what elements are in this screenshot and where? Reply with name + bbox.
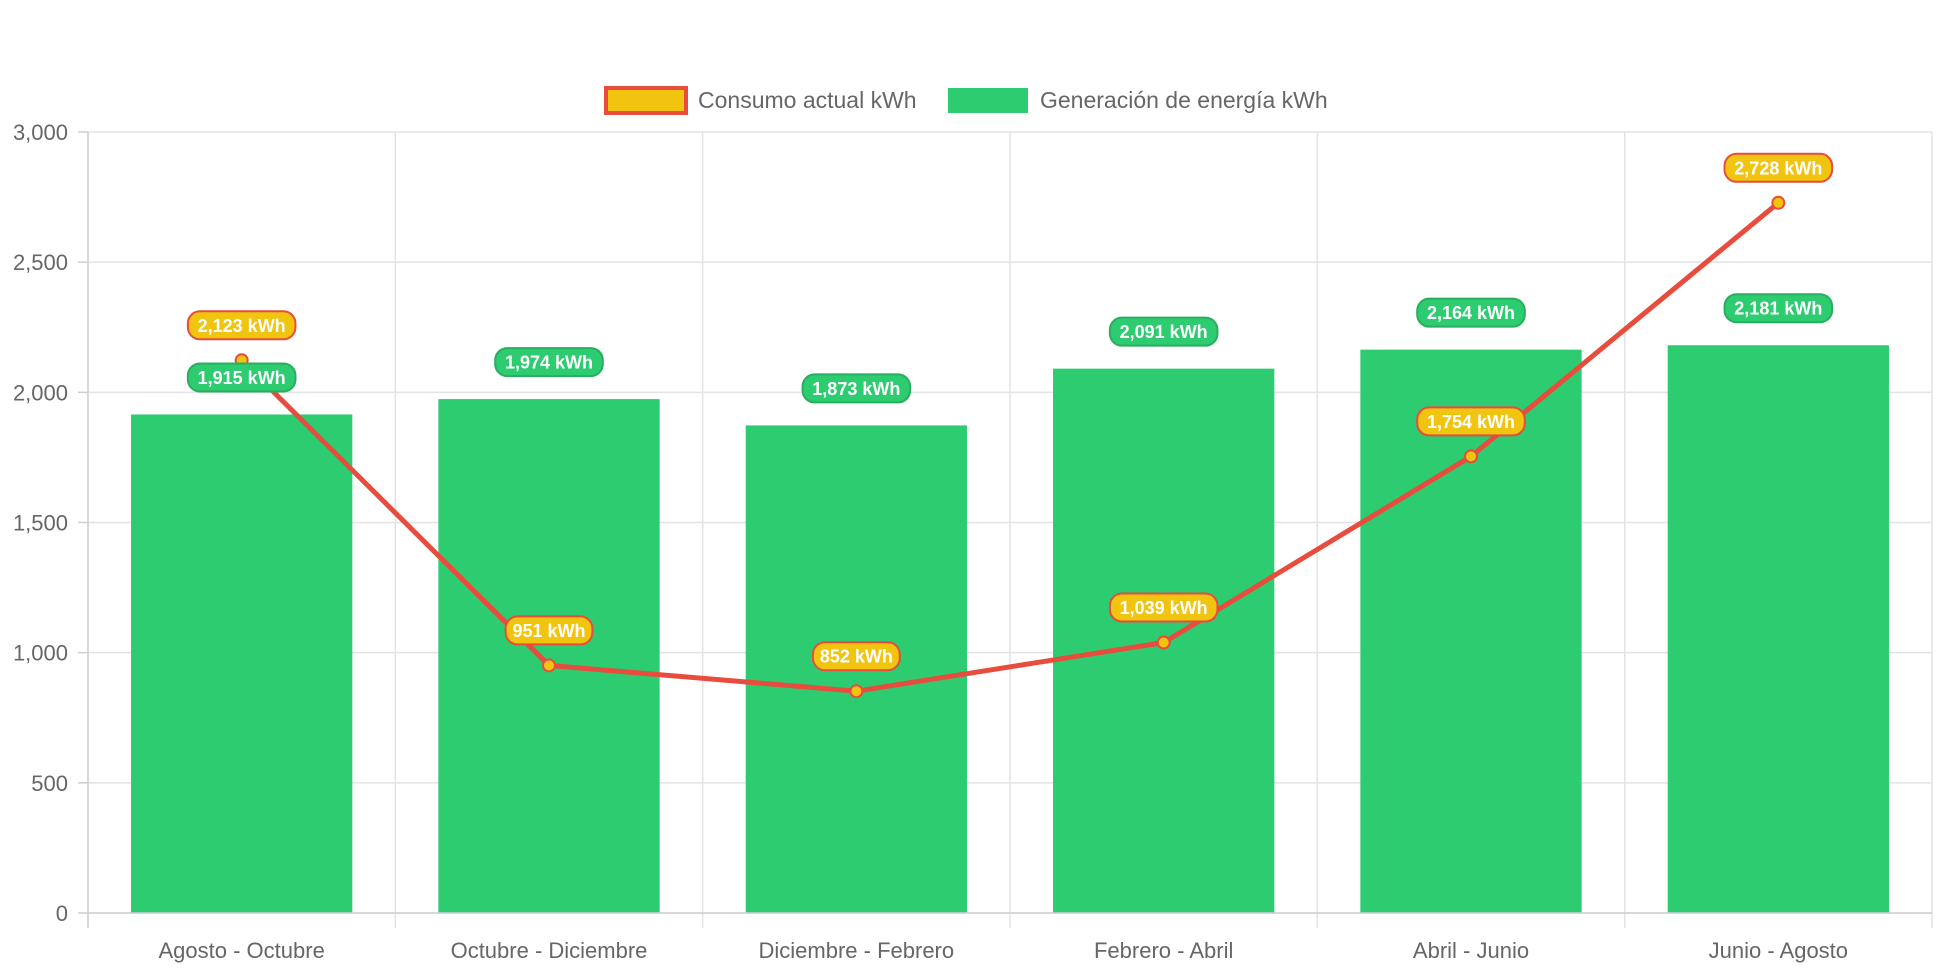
data-label-generacion: 2,181 kWh [1723,293,1834,324]
data-label-generacion: 1,915 kWh [186,362,297,393]
grid-layer [87,131,1933,928]
data-label-consumo-text: 1,039 kWh [1120,598,1208,618]
data-label-consumo-text: 2,728 kWh [1734,158,1822,178]
data-label-consumo-box [504,615,594,646]
y-tick-label: 2,000 [13,380,68,405]
point-consumo [1156,635,1171,650]
data-label-consumo-box [811,641,901,672]
data-label-consumo-text: 951 kWh [512,621,585,641]
data-label-generacion-text: 1,974 kWh [505,353,593,373]
data-label-generacion-box [1108,316,1219,347]
data-label-generacion-box [1416,297,1526,328]
data-label-generacion: 1,974 kWh [494,347,604,378]
point-consumo [1464,449,1478,464]
x-tick-label: Octubre - Diciembre [451,938,648,963]
data-label-generacion-box [1723,293,1834,324]
bar-generacion [131,414,353,913]
data-label-consumo-text: 2,123 kWh [198,316,286,336]
point-consumo [849,684,864,699]
legend: Consumo actual kWh Generación de energía … [604,86,1328,115]
data-label-consumo-box [1723,152,1834,183]
data-label-generacion-text: 2,181 kWh [1734,299,1822,319]
bar-generacion [438,399,660,913]
legend-swatch-consumo [604,86,688,115]
x-tick-label: Abril - Junio [1413,938,1529,963]
data-label-generacion: 1,873 kWh [801,373,912,404]
y-tick-label: 500 [31,771,68,796]
point-consumo [542,658,556,673]
x-tick-label: Diciembre - Febrero [759,938,955,963]
data-label-generacion-box [186,362,297,393]
data-labels-layer: 1,915 kWh 1,974 kWh 1,873 kWh 2,091 kWh 2,16… [186,152,1834,672]
data-label-consumo: 852 kWh [811,641,901,672]
data-label-consumo-text: 852 kWh [820,647,893,667]
data-label-consumo: 1,754 kWh [1416,406,1526,437]
data-label-generacion-box [494,347,604,378]
legend-label-consumo: Consumo actual kWh [698,87,917,113]
data-label-consumo: 2,123 kWh [186,310,297,341]
data-label-consumo: 1,039 kWh [1108,592,1219,623]
data-label-generacion-text: 1,915 kWh [198,368,286,388]
y-tick-label: 3,000 [13,120,68,145]
data-label-consumo: 951 kWh [504,615,594,646]
x-tick-label: Febrero - Abril [1094,938,1233,963]
data-label-consumo-box [1108,592,1219,623]
data-label-generacion: 2,164 kWh [1416,297,1526,328]
legend-swatch-generacion [948,88,1028,113]
data-label-generacion: 2,091 kWh [1108,316,1219,347]
data-label-consumo-text: 1,754 kWh [1427,412,1515,432]
data-label-generacion-box [801,373,912,404]
y-tick-label: 0 [56,901,68,926]
y-tick-label: 2,500 [13,250,68,275]
x-tick-label: Junio - Agosto [1709,938,1848,963]
point-consumo [1771,195,1786,210]
bar-generacion [1667,345,1889,913]
axis-layer: 0 500 1,000 1,500 2,000 2,500 3,000 Agosto - Oc… [13,120,1932,963]
data-label-generacion-text: 2,164 kWh [1427,303,1515,323]
data-label-consumo-box [186,310,297,341]
x-tick-label: Agosto - Octubre [159,938,325,963]
y-tick-label: 1,000 [13,641,68,666]
legend-label-generacion: Generación de energía kWh [1040,87,1328,113]
data-label-consumo-box [1416,406,1526,437]
bar-generacion [1360,349,1582,913]
data-label-generacion-text: 2,091 kWh [1120,322,1208,342]
y-tick-label: 1,500 [13,511,68,536]
data-label-consumo: 2,728 kWh [1723,152,1834,183]
data-label-generacion-text: 1,873 kWh [812,379,900,399]
